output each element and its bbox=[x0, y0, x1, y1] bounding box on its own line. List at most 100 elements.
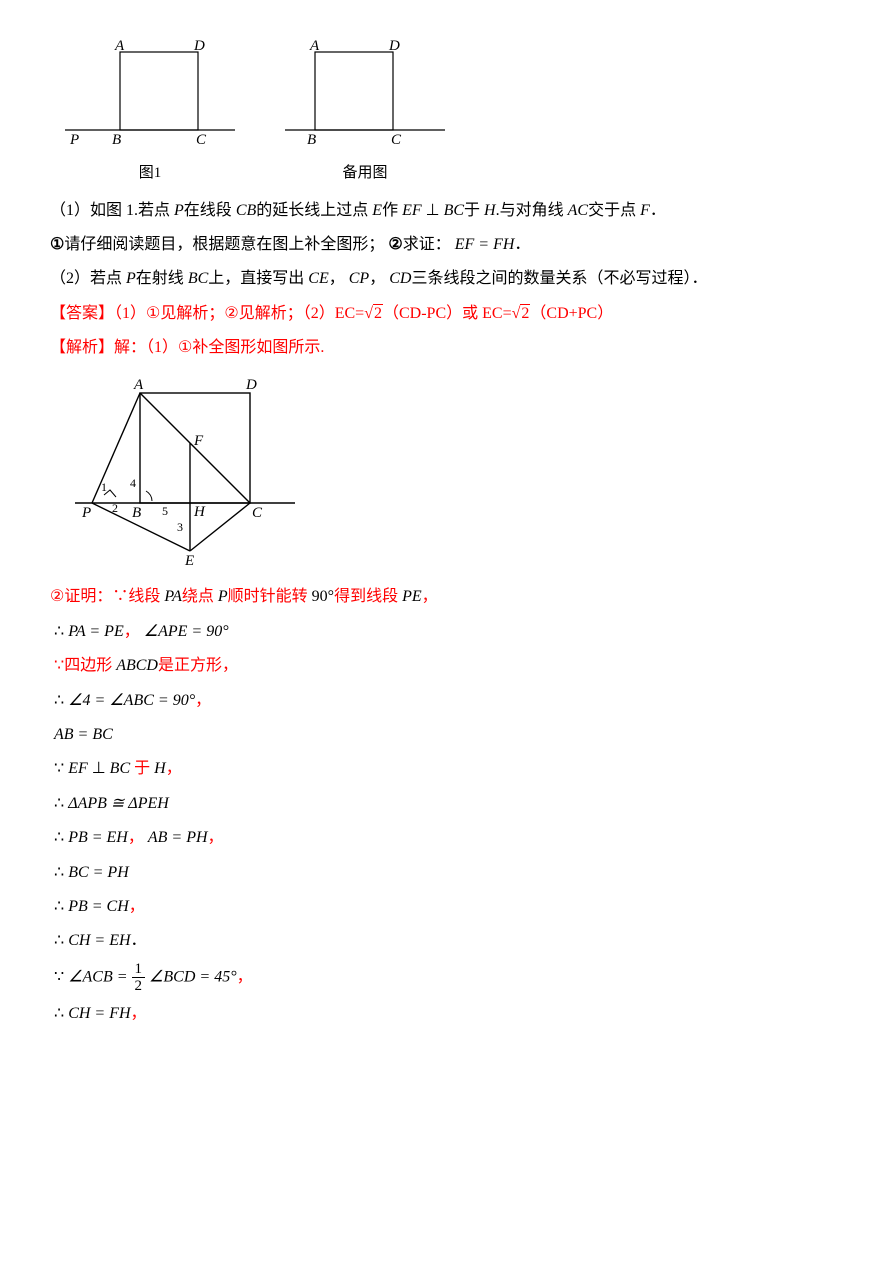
top-figures: A D B C P 图1 A D B C 备用图 bbox=[60, 40, 843, 188]
ph-t2: 绕点 bbox=[182, 588, 214, 605]
ph-t1: 证明：∵线段 bbox=[64, 588, 160, 605]
l12-suf: ， bbox=[131, 1005, 147, 1022]
q2-prefix: （2）若点 bbox=[50, 270, 122, 287]
answer-sqrt1: 2 bbox=[364, 299, 383, 329]
figure-1-caption: 图1 bbox=[60, 159, 240, 188]
fig1-label-B: B bbox=[112, 132, 121, 148]
l5-pre: ∵ bbox=[54, 760, 68, 777]
ph-t3: 顺时针能转 bbox=[228, 588, 308, 605]
l7-suf: ， bbox=[208, 829, 224, 846]
sf-P: P bbox=[81, 505, 91, 521]
l7-eq2: AB = PH bbox=[148, 829, 208, 846]
analysis-pre: 解：（1） bbox=[114, 339, 178, 356]
proof-l12: ∴ CH = FH， bbox=[54, 999, 843, 1029]
analysis-line: 【解析】解：（1）①补全图形如图所示. bbox=[50, 333, 843, 363]
q1-perp: ⊥ bbox=[426, 202, 440, 219]
q1-CB: CB bbox=[236, 202, 256, 219]
sf-4: 4 bbox=[130, 476, 136, 490]
sf-H: H bbox=[193, 504, 206, 520]
l3-suf: ， bbox=[195, 692, 211, 709]
q1-m2: 的延长线上过点 bbox=[256, 202, 368, 219]
analysis-tag: 【解析】 bbox=[50, 339, 114, 356]
l10-suf: ． bbox=[131, 932, 147, 949]
q1b-suffix: ． bbox=[514, 236, 530, 253]
q1-EF: EF bbox=[402, 202, 422, 219]
figure-2-column: A D B C 备用图 bbox=[280, 40, 450, 188]
figure-1-column: A D B C P 图1 bbox=[60, 40, 240, 188]
proof-l11: ∵ ∠ACB = 1 2 ∠BCD = 45°， bbox=[54, 961, 843, 995]
question-2-line: （2）若点 P在射线 BC上，直接写出 CE， CP， CD三条线段之间的数量关… bbox=[50, 264, 843, 294]
proof-l4: AB = BC bbox=[54, 720, 843, 750]
sf-B: B bbox=[132, 505, 141, 521]
sf-5: 5 bbox=[162, 504, 168, 518]
l11-pre: ∵ bbox=[54, 968, 68, 985]
q1-m3: 作 bbox=[382, 202, 398, 219]
q1-m1: 在线段 bbox=[184, 202, 232, 219]
l2-t: 四边形 bbox=[64, 657, 112, 674]
answer-t4: （CD+PC） bbox=[530, 305, 613, 322]
q2-c1: ， bbox=[329, 270, 345, 287]
fig1-label-A: A bbox=[114, 40, 125, 54]
l5-EF: EF bbox=[68, 760, 88, 777]
l7-sep: ， bbox=[128, 829, 144, 846]
figure-1-square: A D B C P bbox=[60, 40, 240, 155]
sf-F: F bbox=[193, 433, 204, 449]
figure-2-caption: 备用图 bbox=[280, 159, 450, 188]
fig1-label-P: P bbox=[69, 132, 79, 148]
l11-den: 2 bbox=[132, 978, 146, 995]
l10-pre: ∴ bbox=[54, 932, 68, 949]
q1-m5: .与对角线 bbox=[496, 202, 564, 219]
l5-suf: ， bbox=[166, 760, 182, 777]
ph-t4: 得到线段 bbox=[334, 588, 398, 605]
l7-pre: ∴ bbox=[54, 829, 68, 846]
sf-E: E bbox=[184, 553, 194, 568]
q1-BC: BC bbox=[444, 202, 464, 219]
fig2-label-A: A bbox=[309, 40, 320, 54]
l12-eq: CH = FH bbox=[68, 1005, 130, 1022]
sf-2: 2 bbox=[112, 501, 118, 515]
sf-1: 1 bbox=[101, 480, 107, 494]
solution-diagram: A D B C P E F H 1 2 3 4 5 bbox=[70, 373, 300, 568]
q1-P: P bbox=[174, 202, 184, 219]
answer-sqrt2: 2 bbox=[512, 299, 531, 329]
answer-c2: ② bbox=[224, 305, 238, 322]
l6-eq: ΔAPB ≅ ΔPEH bbox=[68, 795, 169, 812]
answer-sqrt1-v: 2 bbox=[373, 304, 383, 322]
question-1b-line: ①请仔细阅读题目，根据题意在图上补全图形； ②求证： EF = FH． bbox=[50, 230, 843, 260]
l3-pre: ∴ bbox=[54, 692, 68, 709]
q1b-t1: 请仔细阅读题目，根据题意在图上补全图形； bbox=[64, 236, 384, 253]
answer-t3: （CD-PC）或 EC= bbox=[383, 305, 512, 322]
l2-ABCD: ABCD bbox=[116, 657, 158, 674]
l4-eq: AB = BC bbox=[54, 726, 113, 743]
l5-BC: BC bbox=[110, 760, 130, 777]
answer-t2: 见解析；（2）EC= bbox=[239, 305, 364, 322]
q1-H: H bbox=[484, 202, 496, 219]
q1-suffix: ． bbox=[650, 202, 666, 219]
sf-D: D bbox=[245, 377, 257, 393]
q1-F: F bbox=[640, 202, 650, 219]
proof-l1: ∴ PA = PE， ∠APE = 90° bbox=[54, 617, 843, 647]
l8-pre: ∴ bbox=[54, 864, 68, 881]
l9-pre: ∴ bbox=[54, 898, 68, 915]
figure-2-square: A D B C bbox=[280, 40, 450, 155]
proof-l7: ∴ PB = EH， AB = PH， bbox=[54, 823, 843, 853]
l10-eq: CH = EH bbox=[68, 932, 130, 949]
sf-C: C bbox=[252, 505, 263, 521]
ph-PE: PE bbox=[402, 588, 422, 605]
ph-PA: PA bbox=[164, 588, 181, 605]
q2-BC: BC bbox=[188, 270, 208, 287]
q1-prefix: （1）如图 1.若点 bbox=[50, 202, 170, 219]
q2-CD: CD bbox=[389, 270, 411, 287]
analysis-c1: ① bbox=[178, 339, 192, 356]
q1-AC: AC bbox=[568, 202, 588, 219]
q2-CP: CP bbox=[349, 270, 369, 287]
l9-suf: ， bbox=[129, 898, 145, 915]
proof-l5: ∵ EF ⊥ BC 于 H， bbox=[54, 754, 843, 784]
q1b-c1: ① bbox=[50, 236, 64, 253]
l11-lhs: ∠ACB = bbox=[68, 968, 127, 985]
l2-t2: 是正方形， bbox=[158, 657, 238, 674]
l2-pre: ∵ bbox=[54, 657, 64, 674]
l1-eq2: ∠APE = 90° bbox=[144, 623, 229, 640]
proof-l3: ∴ ∠4 = ∠ABC = 90°， bbox=[54, 686, 843, 716]
l9-eq: PB = CH bbox=[68, 898, 129, 915]
